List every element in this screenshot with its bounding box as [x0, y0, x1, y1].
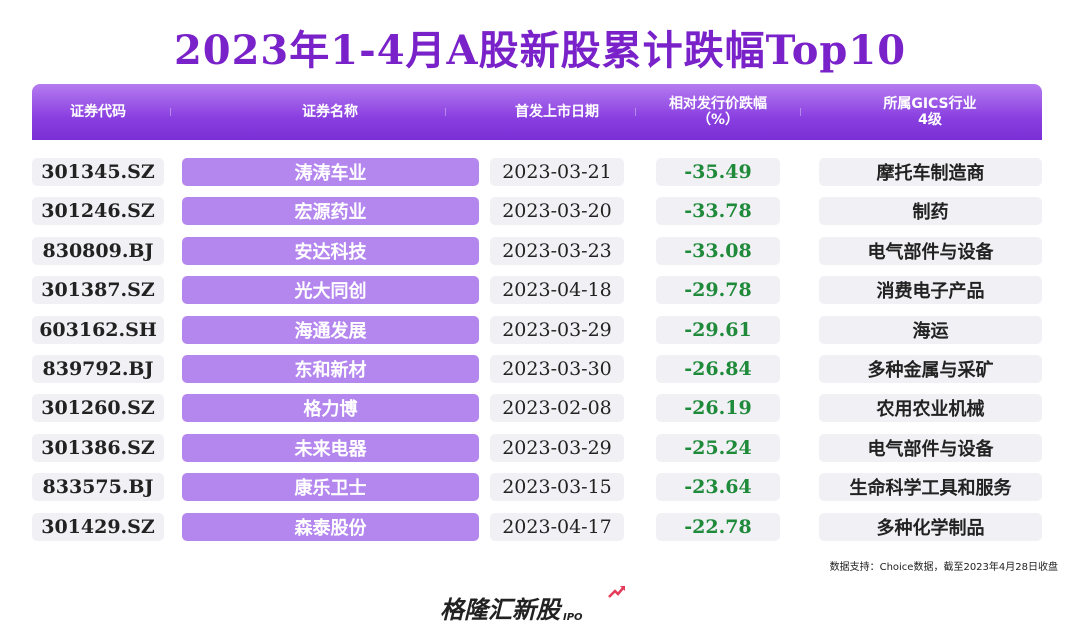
industry-cell: 农用农业机械	[819, 394, 1042, 422]
industry-cell: 摩托车制造商	[819, 158, 1042, 186]
drop-pct-cell: -29.61	[656, 316, 780, 344]
security-code-cell: 301345.SZ	[32, 158, 164, 186]
listing-date-cell: 2023-03-29	[490, 316, 624, 344]
security-code-cell: 301387.SZ	[32, 276, 164, 304]
drop-pct-cell: -22.78	[656, 513, 780, 541]
listing-date-cell: 2023-03-20	[490, 197, 624, 225]
security-name-cell: 光大同创	[182, 276, 479, 304]
industry-cell: 海运	[819, 316, 1042, 344]
industry-cell: 多种金属与采矿	[819, 355, 1042, 383]
drop-pct-cell: -26.84	[656, 355, 780, 383]
brand-logo-text: 格隆汇新股	[440, 596, 560, 624]
security-code-cell: 833575.BJ	[32, 473, 164, 501]
drop-pct-cell: -26.19	[656, 394, 780, 422]
listing-date-cell: 2023-04-18	[490, 276, 624, 304]
listing-date-cell: 2023-03-29	[490, 434, 624, 462]
security-code-cell: 301246.SZ	[32, 197, 164, 225]
listing-date-cell: 2023-03-21	[490, 158, 624, 186]
security-code-cell: 301260.SZ	[32, 394, 164, 422]
brand-logo: 格隆汇新股 IPO	[440, 586, 625, 625]
trend-arrow-icon	[608, 586, 625, 598]
security-code-cell: 301386.SZ	[32, 434, 164, 462]
header-divider	[445, 108, 446, 116]
header-divider	[170, 108, 171, 116]
drop-pct-cell: -29.78	[656, 276, 780, 304]
security-code-cell: 603162.SH	[32, 316, 164, 344]
security-name-cell: 森泰股份	[182, 513, 479, 541]
header-listing-date: 首发上市日期	[515, 104, 599, 120]
security-code-cell: 839792.BJ	[32, 355, 164, 383]
industry-cell: 生命科学工具和服务	[819, 473, 1042, 501]
header-drop-pct: 相对发行价跌幅 （%）	[669, 96, 767, 128]
security-name-cell: 海通发展	[182, 316, 479, 344]
listing-date-cell: 2023-03-23	[490, 237, 624, 265]
listing-date-cell: 2023-03-15	[490, 473, 624, 501]
security-name-cell: 涛涛车业	[182, 158, 479, 186]
page-title: 2023年1-4月A股新股累计跌幅Top10	[173, 27, 907, 74]
listing-date-cell: 2023-02-08	[490, 394, 624, 422]
security-code-cell: 301429.SZ	[32, 513, 164, 541]
header-divider	[800, 108, 801, 116]
industry-cell: 电气部件与设备	[819, 434, 1042, 462]
industry-cell: 消费电子产品	[819, 276, 1042, 304]
security-name-cell: 未来电器	[182, 434, 479, 462]
brand-logo-suffix: IPO	[563, 612, 583, 623]
table-header: 证券代码 证券名称 首发上市日期 相对发行价跌幅 （%） 所属GICS行业 4级	[32, 84, 1042, 140]
security-name-cell: 康乐卫士	[182, 473, 479, 501]
data-source-note: 数据支持：Choice数据，截至2023年4月28日收盘	[829, 562, 1058, 573]
security-name-cell: 格力博	[182, 394, 479, 422]
drop-pct-cell: -25.24	[656, 434, 780, 462]
security-code-cell: 830809.BJ	[32, 237, 164, 265]
drop-pct-cell: -33.08	[656, 237, 780, 265]
industry-cell: 电气部件与设备	[819, 237, 1042, 265]
header-gics-industry: 所属GICS行业 4级	[883, 96, 977, 128]
drop-pct-cell: -33.78	[656, 197, 780, 225]
security-name-cell: 宏源药业	[182, 197, 479, 225]
industry-cell: 制药	[819, 197, 1042, 225]
listing-date-cell: 2023-04-17	[490, 513, 624, 541]
security-name-cell: 安达科技	[182, 237, 479, 265]
header-divider	[635, 108, 636, 116]
header-code: 证券代码	[70, 104, 126, 120]
security-name-cell: 东和新材	[182, 355, 479, 383]
industry-cell: 多种化学制品	[819, 513, 1042, 541]
header-name: 证券名称	[302, 104, 358, 120]
drop-pct-cell: -35.49	[656, 158, 780, 186]
drop-pct-cell: -23.64	[656, 473, 780, 501]
listing-date-cell: 2023-03-30	[490, 355, 624, 383]
